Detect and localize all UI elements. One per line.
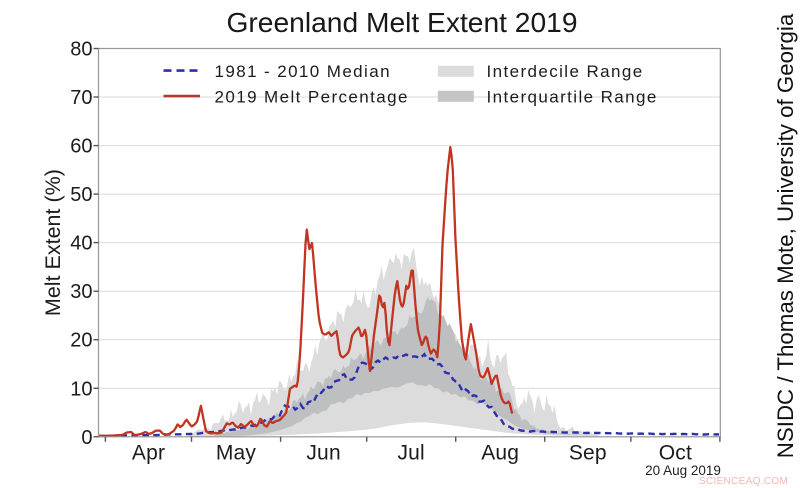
svg-text:NSIDC / Thomas Mote, Universit: NSIDC / Thomas Mote, University of Georg… — [773, 13, 798, 458]
svg-text:40: 40 — [70, 233, 92, 255]
svg-text:Aug: Aug — [481, 442, 519, 465]
svg-text:80: 80 — [70, 39, 92, 61]
svg-text:Apr: Apr — [132, 442, 165, 465]
svg-text:Greenland Melt Extent 2019: Greenland Melt Extent 2019 — [227, 6, 578, 38]
svg-text:0: 0 — [81, 427, 92, 449]
svg-text:Interquartile Range: Interquartile Range — [487, 88, 658, 107]
svg-text:1981 - 2010 Median: 1981 - 2010 Median — [215, 62, 391, 81]
svg-text:Jul: Jul — [397, 442, 424, 465]
svg-text:Sep: Sep — [569, 442, 607, 465]
svg-text:70: 70 — [70, 87, 92, 109]
svg-text:Jun: Jun — [306, 442, 340, 465]
svg-text:Melt Extent (%): Melt Extent (%) — [41, 169, 65, 316]
svg-text:30: 30 — [70, 281, 92, 303]
svg-text:20: 20 — [70, 330, 92, 352]
svg-text:May: May — [216, 442, 257, 465]
svg-text:60: 60 — [70, 136, 92, 158]
svg-text:2019 Melt Percentage: 2019 Melt Percentage — [215, 88, 409, 107]
svg-text:20 Aug 2019: 20 Aug 2019 — [645, 463, 721, 478]
svg-text:50: 50 — [70, 184, 92, 206]
svg-text:SCIENCEAQ.COM: SCIENCEAQ.COM — [699, 476, 788, 487]
svg-text:Interdecile Range: Interdecile Range — [487, 62, 644, 81]
svg-text:Oct: Oct — [659, 442, 692, 465]
svg-text:10: 10 — [70, 378, 92, 400]
